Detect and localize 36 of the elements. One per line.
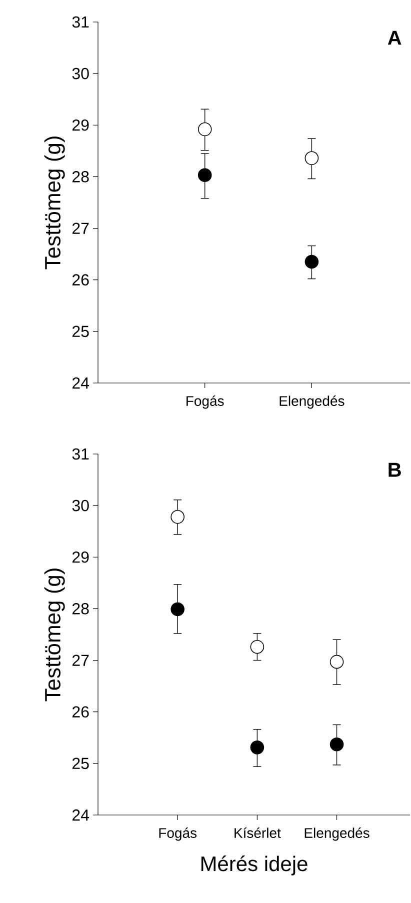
y-tick-label: 30 [72,500,89,512]
point [304,254,319,269]
y-tick-label: 28 [72,603,89,614]
y-tick-label: 28 [72,171,89,182]
point [198,122,212,136]
x-tick-label: Fogás [159,828,197,841]
point [330,737,344,752]
x-tick-label: Kísérlet [234,828,281,838]
x-axis-title: Mérés ideje [201,856,308,876]
y-tick-label: 24 [72,377,90,389]
point [170,602,184,616]
point [198,168,212,182]
y-axis-title: Testtömeg (g) [44,568,65,702]
y-tick-label: 27 [72,222,89,234]
y-tick-label: 25 [72,758,89,770]
point [304,151,319,166]
point [250,740,264,754]
x-tick-label: Fogás [186,396,224,409]
y-axis-title: Testtömeg (g) [44,136,65,270]
y-tick-label: 29 [72,551,89,563]
y-tick-label: 26 [72,706,89,718]
y-tick-label: 25 [72,326,89,338]
x-tick-label: Elengedés [280,396,344,409]
annotation: A [388,30,402,45]
y-tick-label: 29 [72,119,89,131]
y-tick-label: 31 [72,16,89,28]
y-tick-label: 31 [72,448,89,460]
point [250,640,264,654]
y-tick-label: 27 [72,654,89,666]
y-tick-label: 30 [72,68,89,80]
x-tick-label: Elengedés [304,828,370,841]
y-tick-label: 26 [72,274,89,286]
annotation: B [388,462,401,477]
y-tick-label: 24 [72,809,90,821]
point [170,510,184,524]
point [330,654,344,669]
